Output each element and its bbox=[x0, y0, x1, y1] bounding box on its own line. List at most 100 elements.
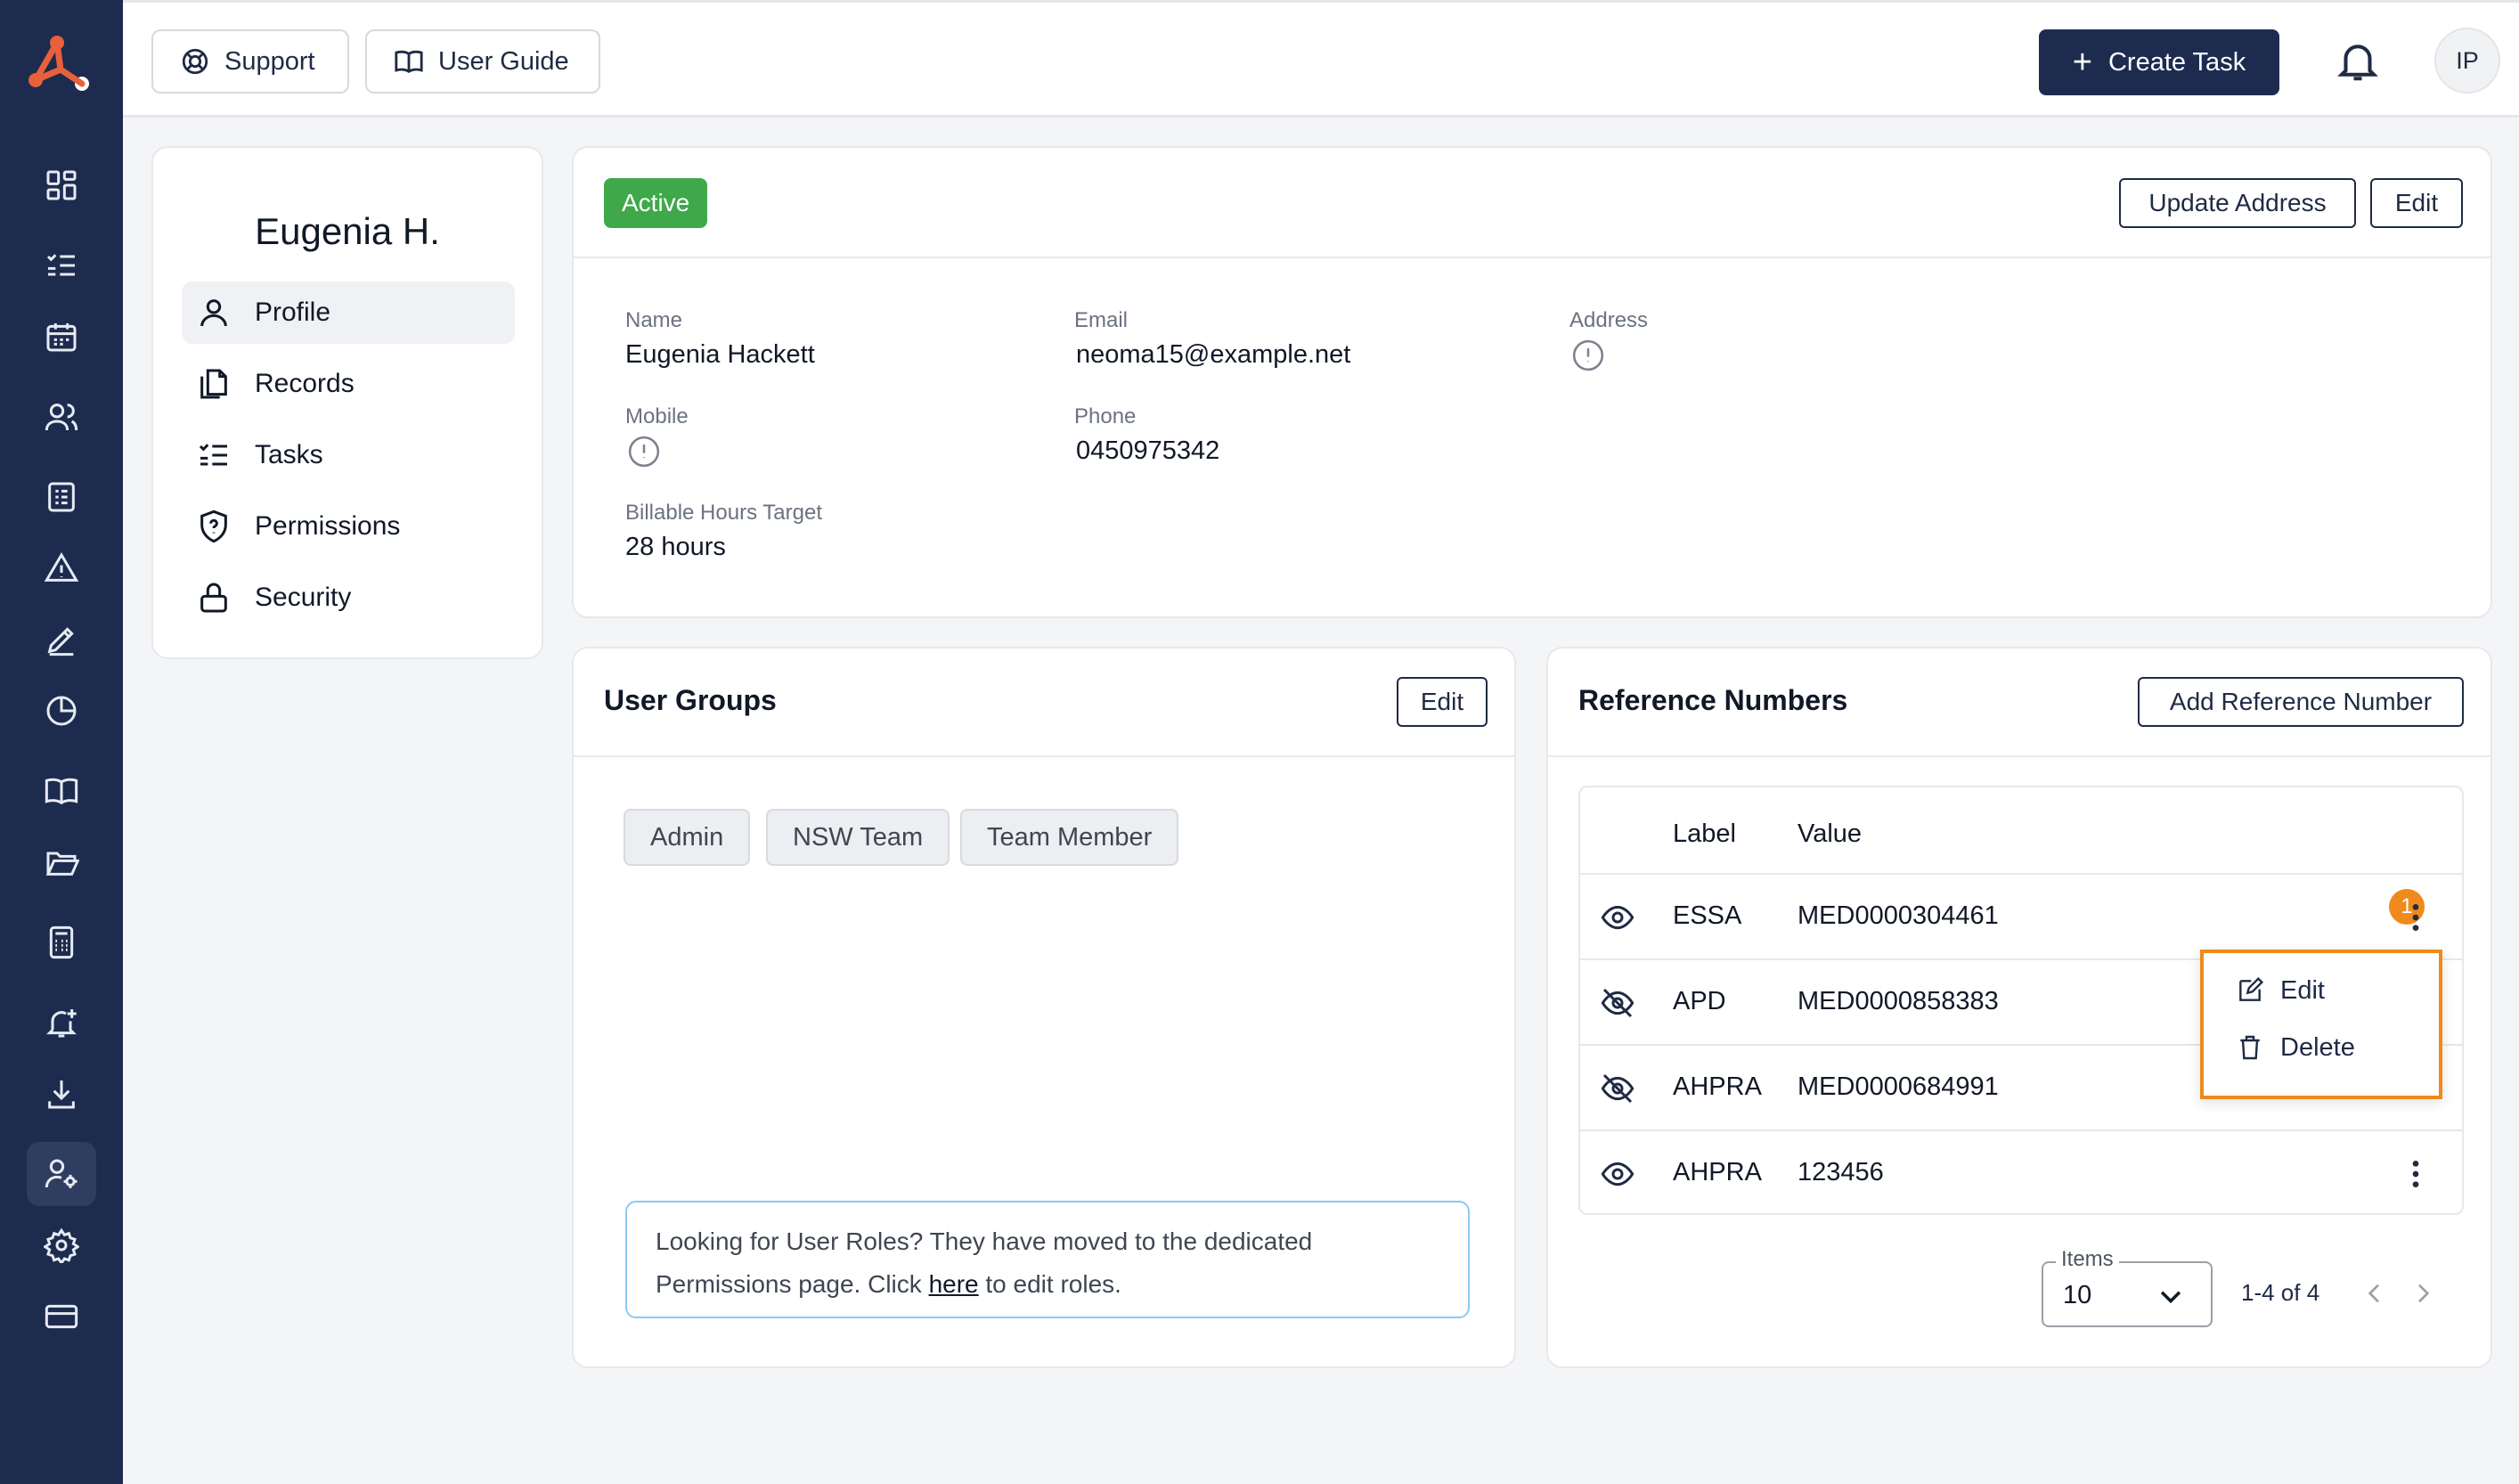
rail-item-reports[interactable] bbox=[27, 679, 96, 743]
book-icon bbox=[395, 50, 423, 74]
profile-card: Active Update Address Edit Name Eugenia … bbox=[572, 146, 2492, 618]
eye-icon[interactable] bbox=[1600, 900, 1635, 935]
status-badge: Active bbox=[604, 178, 708, 228]
gear-icon bbox=[44, 1227, 79, 1263]
nav-item-tasks[interactable]: Tasks bbox=[182, 424, 515, 486]
billable-hours-value: 28 hours bbox=[625, 533, 726, 561]
email-value: neoma15@example.net bbox=[1076, 340, 1351, 369]
top-bar: Support User Guide + Create Task IP bbox=[123, 0, 2519, 118]
rail-item-settings[interactable] bbox=[27, 1213, 96, 1277]
users-icon bbox=[45, 404, 78, 431]
divider bbox=[574, 755, 1514, 757]
create-task-label: Create Task bbox=[2107, 47, 2246, 77]
lock-icon bbox=[200, 583, 227, 613]
here-link[interactable]: here bbox=[928, 1270, 979, 1298]
eye-icon[interactable] bbox=[1600, 1156, 1635, 1192]
rail-item-list[interactable] bbox=[27, 465, 96, 529]
table-row: AHPRA MED0000684991 bbox=[1580, 1044, 2462, 1129]
create-task-button[interactable]: + Create Task bbox=[2039, 29, 2279, 95]
column-header-value: Value bbox=[1798, 819, 1863, 848]
billable-hours-label: Billable Hours Target bbox=[625, 501, 823, 525]
items-per-page-select[interactable]: Items 10 bbox=[2042, 1247, 2213, 1327]
nav-item-security[interactable]: Security bbox=[182, 567, 515, 629]
address-label: Address bbox=[1569, 308, 1649, 332]
kebab-menu-icon[interactable] bbox=[2398, 1154, 2433, 1194]
rail-item-downloads[interactable] bbox=[27, 1062, 96, 1126]
row-label: AHPRA bbox=[1673, 1072, 1762, 1101]
divider bbox=[574, 257, 2490, 258]
menu-item-label: Delete bbox=[2280, 1032, 2355, 1062]
rail-item-users[interactable] bbox=[27, 385, 96, 449]
edit-groups-button[interactable]: Edit bbox=[1397, 677, 1488, 727]
row-value: MED0000858383 bbox=[1798, 987, 1999, 1015]
update-address-button[interactable]: Update Address bbox=[2119, 178, 2356, 228]
rail-item-warnings[interactable] bbox=[27, 536, 96, 600]
nav-item-records[interactable]: Records bbox=[182, 353, 515, 415]
user-guide-button[interactable]: User Guide bbox=[365, 29, 600, 94]
name-value: Eugenia Hackett bbox=[625, 340, 815, 369]
divider bbox=[1548, 755, 2490, 757]
user-guide-label: User Guide bbox=[438, 46, 569, 76]
book-icon bbox=[45, 778, 78, 805]
rail-item-alerts[interactable] bbox=[27, 991, 96, 1055]
bell-plus-icon bbox=[46, 1009, 77, 1038]
chevron-left-icon[interactable] bbox=[2360, 1279, 2389, 1308]
support-label: Support bbox=[224, 46, 315, 76]
folder-icon bbox=[45, 852, 79, 876]
phone-label: Phone bbox=[1074, 404, 1137, 428]
row-label: APD bbox=[1673, 987, 1726, 1015]
reference-table: Label Value ESSA MED0000304461 1 APD MED… bbox=[1578, 786, 2464, 1215]
download-icon bbox=[48, 1080, 75, 1109]
rail-item-tasks[interactable] bbox=[27, 233, 96, 298]
user-settings-icon bbox=[45, 1159, 77, 1188]
nav-item-label: Profile bbox=[255, 298, 331, 327]
email-label: Email bbox=[1074, 308, 1129, 332]
pagination-range: 1-4 of 4 bbox=[2241, 1279, 2320, 1306]
bell-icon[interactable] bbox=[2334, 37, 2382, 85]
edit-profile-button[interactable]: Edit bbox=[2370, 178, 2463, 228]
edit-icon bbox=[2239, 976, 2264, 1001]
checklist-icon bbox=[46, 254, 75, 276]
chevron-right-icon[interactable] bbox=[2409, 1279, 2437, 1308]
rail-item-guide[interactable] bbox=[27, 759, 96, 823]
notice-text-end: to edit roles. bbox=[985, 1270, 1121, 1298]
lifebuoy-icon bbox=[182, 48, 208, 75]
credit-card-icon bbox=[45, 1304, 78, 1329]
rail-item-calculator[interactable] bbox=[27, 910, 96, 974]
eye-off-icon[interactable] bbox=[1600, 1071, 1635, 1106]
user-groups-card: User Groups Edit Admin NSW Team Team Mem… bbox=[572, 647, 1516, 1368]
calendar-icon bbox=[46, 323, 77, 352]
rail-item-billing[interactable] bbox=[27, 1284, 96, 1349]
nav-item-label: Tasks bbox=[255, 440, 323, 469]
checklist-icon bbox=[199, 444, 227, 466]
add-reference-number-button[interactable]: Add Reference Number bbox=[2138, 677, 2464, 727]
table-row: APD MED0000858383 bbox=[1580, 958, 2462, 1044]
rail-item-calendar[interactable] bbox=[27, 305, 96, 369]
menu-item-delete[interactable]: Delete bbox=[2236, 1024, 2355, 1071]
nav-item-label: Records bbox=[255, 369, 355, 398]
table-row: ESSA MED0000304461 1 bbox=[1580, 873, 2462, 958]
rail-item-files[interactable] bbox=[27, 830, 96, 894]
user-nav-card: Eugenia H. Profile Records Tasks Permiss… bbox=[151, 146, 543, 659]
menu-item-edit[interactable]: Edit bbox=[2236, 967, 2325, 1014]
eye-off-icon[interactable] bbox=[1600, 985, 1635, 1021]
rail-item-dashboard[interactable] bbox=[27, 153, 96, 217]
avatar[interactable]: IP bbox=[2434, 28, 2500, 94]
calculator-icon bbox=[49, 925, 74, 959]
name-label: Name bbox=[625, 308, 683, 332]
support-button[interactable]: Support bbox=[151, 29, 349, 94]
group-chip-admin: Admin bbox=[624, 809, 751, 866]
info-icon bbox=[1572, 339, 1604, 371]
trash-icon bbox=[2240, 1035, 2260, 1060]
nav-item-profile[interactable]: Profile bbox=[182, 281, 515, 344]
rail-item-notes[interactable] bbox=[27, 607, 96, 672]
nav-item-permissions[interactable]: Permissions bbox=[182, 495, 515, 558]
pen-icon bbox=[47, 627, 74, 656]
row-label: ESSA bbox=[1673, 901, 1742, 930]
reference-numbers-title: Reference Numbers bbox=[1578, 684, 1848, 716]
roles-notice: Looking for User Roles? They have moved … bbox=[625, 1201, 1470, 1318]
notice-text: Looking for User Roles? They have moved … bbox=[656, 1227, 1313, 1298]
rail-item-user-settings[interactable] bbox=[27, 1142, 96, 1206]
app-logo[interactable] bbox=[25, 34, 93, 93]
kebab-menu-icon[interactable] bbox=[2398, 898, 2433, 937]
